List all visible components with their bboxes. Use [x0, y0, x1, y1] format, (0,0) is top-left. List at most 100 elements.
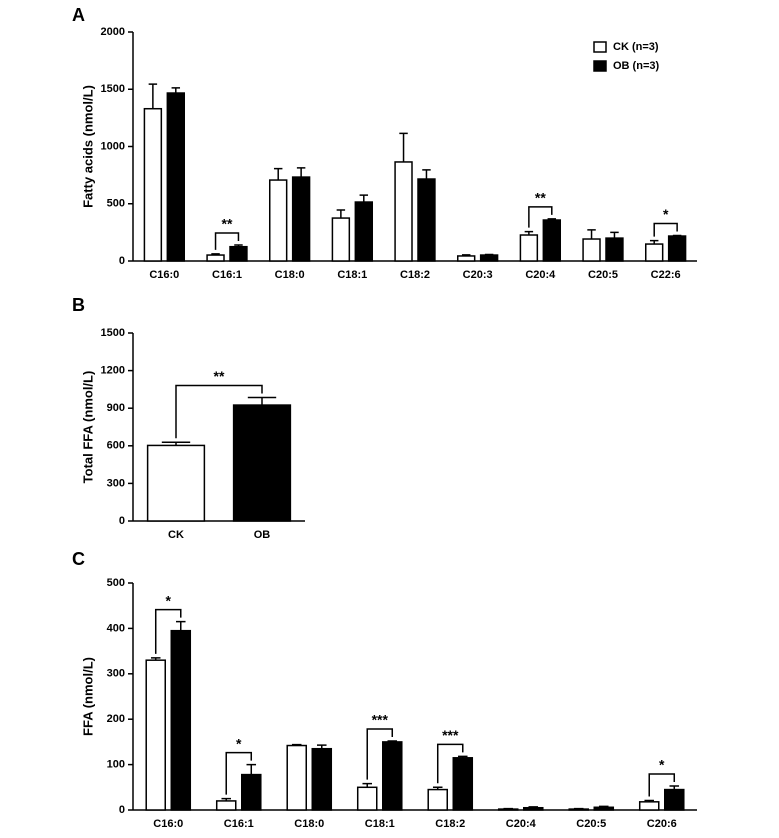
y-axis-title: Total FFA (nmol/L): [80, 371, 95, 484]
x-tick-label: C18:1: [337, 269, 367, 281]
y-tick-label: 1000: [101, 140, 125, 152]
y-tick-label: 2000: [101, 26, 125, 38]
x-tick-label: C20:6: [647, 818, 677, 830]
bar: [143, 107, 163, 262]
x-tick-label: CK: [168, 529, 184, 541]
x-tick-label: C20:5: [576, 818, 606, 830]
error-bar: [359, 194, 369, 203]
bar: [146, 444, 206, 522]
y-tick-label: 300: [107, 477, 125, 489]
error-bar: [610, 231, 619, 239]
x-tick-label: C18:2: [435, 818, 465, 830]
error-bar: [317, 744, 327, 749]
error-bar: [291, 743, 302, 746]
significance-label: *: [166, 592, 172, 608]
significance-label: *: [659, 757, 665, 773]
error-bar: [672, 234, 682, 237]
y-axis-title: FFA (nmol/L): [80, 657, 95, 736]
bar: [605, 237, 624, 262]
error-bar: [150, 657, 161, 661]
bar: [145, 659, 166, 811]
significance-bracket: [225, 751, 253, 795]
error-bar: [176, 620, 186, 631]
panel-label: A: [72, 5, 85, 25]
bar: [542, 219, 562, 262]
error-bar: [246, 763, 257, 775]
x-tick-label: C20:4: [506, 818, 537, 830]
significance-bracket: [175, 384, 263, 439]
y-tick-label: 500: [107, 198, 125, 210]
y-tick-label: 1500: [101, 83, 125, 95]
bar: [291, 176, 311, 262]
x-tick-label: C16:1: [212, 269, 242, 281]
y-tick-label: 100: [107, 759, 125, 771]
error-bar: [234, 244, 243, 247]
bar: [286, 744, 307, 811]
bar: [452, 757, 474, 811]
y-tick-label: 0: [119, 804, 125, 816]
panel-label: C: [72, 549, 85, 569]
error-bar: [484, 253, 494, 256]
error-bar: [148, 83, 158, 109]
significance-bracket: [436, 743, 464, 784]
significance-label: **: [222, 216, 233, 232]
panel-label: B: [72, 295, 85, 315]
bar: [354, 201, 374, 262]
error-bar: [161, 441, 191, 446]
y-tick-label: 400: [107, 622, 125, 634]
error-bar: [221, 797, 231, 801]
significance-label: ***: [442, 727, 459, 743]
error-bar: [644, 799, 654, 802]
error-bar: [387, 740, 398, 742]
y-tick-label: 600: [107, 440, 125, 452]
x-tick-label: C18:2: [400, 269, 430, 281]
legend-label: OB (n=3): [613, 60, 659, 72]
error-bar: [432, 786, 443, 790]
bar: [206, 254, 225, 262]
bar: [644, 243, 664, 262]
x-tick-label: C16:0: [153, 818, 183, 830]
bar: [394, 161, 413, 262]
error-bar: [247, 396, 277, 406]
error-bar: [296, 167, 306, 178]
y-tick-label: 1200: [101, 365, 125, 377]
bar: [382, 741, 403, 811]
error-bar: [587, 229, 596, 240]
x-tick-label: C18:0: [275, 269, 305, 281]
x-tick-label: C18:0: [294, 818, 324, 830]
bar: [215, 800, 237, 811]
bar: [479, 254, 499, 262]
bar: [593, 806, 615, 811]
error-bar: [458, 755, 468, 758]
bar: [664, 788, 685, 811]
error-bar: [528, 806, 539, 808]
y-tick-label: 0: [119, 255, 125, 267]
bar: [456, 255, 476, 262]
error-bar: [547, 218, 557, 221]
error-bar: [422, 169, 431, 180]
y-tick-label: 300: [107, 668, 125, 680]
error-bar: [599, 805, 609, 808]
error-bar: [524, 230, 534, 236]
x-tick-label: C16:1: [224, 818, 254, 830]
error-bar: [461, 254, 471, 256]
significance-bracket: [154, 608, 182, 654]
significance-bracket: [214, 232, 240, 250]
x-tick-label: C16:0: [149, 269, 179, 281]
error-bar: [171, 87, 181, 94]
y-tick-label: 1500: [101, 327, 125, 339]
bar: [356, 786, 378, 811]
significance-bracket: [648, 773, 676, 797]
error-bar: [211, 253, 220, 256]
bar: [331, 217, 351, 262]
x-tick-label: C22:6: [651, 269, 681, 281]
error-bar: [362, 782, 372, 788]
y-tick-label: 500: [107, 577, 125, 589]
bar: [519, 234, 539, 262]
significance-bracket: [653, 222, 678, 237]
significance-bracket: [366, 728, 394, 780]
bar: [170, 629, 192, 811]
bar: [232, 404, 292, 522]
bar: [311, 747, 333, 811]
bar: [417, 178, 436, 262]
